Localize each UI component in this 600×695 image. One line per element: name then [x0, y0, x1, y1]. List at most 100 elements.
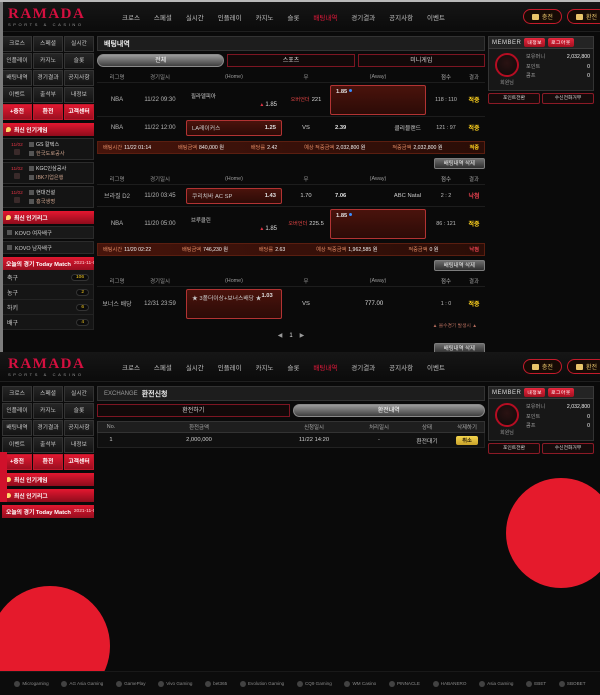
charge-button[interactable]: 충전: [522, 359, 562, 374]
sidebar-menu-item[interactable]: 크로스: [2, 36, 32, 52]
sidebar-menu-item[interactable]: 스페셜: [33, 386, 63, 402]
sidebar-menu-item[interactable]: 슬롯: [64, 53, 94, 69]
sidebar-menu-item[interactable]: 카지노: [33, 53, 63, 69]
nav-item[interactable]: 경기결과: [351, 364, 376, 372]
sidebar-menu-item[interactable]: 공지사항: [64, 70, 94, 86]
popular-game-item[interactable]: 11/02 GS 칼텍스 한국도로공사: [2, 138, 94, 160]
next-page-button[interactable]: ▶: [299, 333, 305, 339]
away-option[interactable]: 2.39 클리블랜드: [330, 120, 426, 136]
sidebar-menu-item[interactable]: 카지노: [33, 403, 63, 419]
sidebar-menu-item[interactable]: 출석부: [33, 437, 63, 453]
score: 2 : 2: [440, 192, 452, 199]
sidebar-menu-item[interactable]: 내정보: [64, 437, 94, 453]
home-option[interactable]: 브루클린 ▲1.85: [183, 216, 285, 232]
selected-bet-option[interactable]: 쿠리치바 AC SP 1.43: [186, 187, 282, 204]
sidebar-menu-item[interactable]: 배팅내역: [2, 70, 32, 86]
popular-game-item[interactable]: 11/02 KGC인삼공사 IBK기업은행: [2, 162, 94, 184]
popular-league-item[interactable]: KOVO 여자배구: [2, 226, 94, 239]
nav-item[interactable]: 배팅내역: [313, 364, 338, 372]
sidebar-menu-item[interactable]: 스페셜: [33, 36, 63, 52]
away-option[interactable]: 7.06 ABC Natal: [330, 188, 426, 204]
member-panel: MEMBER 내정보 로그아웃 회원님 보유머니 2,032,800 포인트: [488, 386, 594, 454]
nav-item[interactable]: 경기결과: [351, 14, 376, 22]
sidebar-quick-item[interactable]: 환전: [33, 454, 63, 470]
logout-button[interactable]: 로그아웃: [548, 38, 574, 47]
selected-bet-option[interactable]: LA레이커스 1.25: [186, 119, 282, 136]
sidebar-menu-item[interactable]: 배팅내역: [2, 420, 32, 436]
sidebar-menu-item[interactable]: 경기결과: [33, 70, 63, 86]
charge-button[interactable]: 충전: [522, 9, 562, 24]
today-sport-row[interactable]: 축구 106: [2, 270, 94, 285]
tab-minigame[interactable]: 미니게임: [357, 54, 485, 67]
cancel-exchange-button[interactable]: 취소: [456, 435, 478, 445]
nav-item[interactable]: 슬롯: [287, 14, 300, 22]
tab-exchange-history[interactable]: 환전내역: [292, 404, 485, 417]
sidebar-menu-item[interactable]: 인플레이: [2, 403, 32, 419]
sidebar-menu-item[interactable]: 이벤트: [2, 87, 32, 103]
nav-item[interactable]: 인플레이: [217, 14, 242, 22]
bet-row: NBA 11/22 12:00 LA레이커스 1.25 VS 2.39 클리블랜…: [97, 116, 485, 138]
exchange-title-en: EXCHANGE: [104, 390, 138, 397]
selected-bet-option[interactable]: 1.85: [330, 208, 426, 239]
sidebar-menu-item[interactable]: 실시간: [64, 36, 94, 52]
my-info-button[interactable]: 내정보: [524, 38, 546, 47]
exchange-button[interactable]: 환전: [566, 359, 600, 374]
home-option[interactable]: 필라델피아 ▲1.85: [183, 92, 285, 108]
nav-item[interactable]: 공지사항: [389, 364, 414, 372]
nav-item[interactable]: 카지노: [255, 14, 274, 22]
nav-item[interactable]: 슬롯: [287, 364, 300, 372]
nav-item[interactable]: 실시간: [185, 364, 204, 372]
point-convert-button[interactable]: 포인트전환: [488, 93, 540, 104]
today-sport-row[interactable]: 하키 6: [2, 300, 94, 315]
nav-item[interactable]: 실시간: [185, 14, 204, 22]
delete-betting-history-button[interactable]: 배팅내역 삭제: [433, 158, 485, 169]
exchange-button[interactable]: 환전: [566, 9, 600, 24]
sidebar-quick-item[interactable]: 고객센터: [64, 454, 94, 470]
nav-item[interactable]: 스페셜: [153, 364, 172, 372]
sidebar-menu-item[interactable]: 출석부: [33, 87, 63, 103]
bet-league: 브라질 D2: [104, 194, 130, 200]
sidebar-menu-item[interactable]: 경기결과: [33, 420, 63, 436]
sidebar-menu-item[interactable]: 크로스: [2, 386, 32, 402]
sidebar-menu-item[interactable]: 실시간: [64, 386, 94, 402]
my-info-button[interactable]: 내정보: [524, 388, 546, 397]
brand-logo[interactable]: RAMADA SPORTS & CASINO: [8, 6, 116, 27]
sidebar-quick-item[interactable]: 환전: [33, 104, 63, 120]
logout-button[interactable]: 로그아웃: [548, 388, 574, 397]
nav-item[interactable]: 이벤트: [427, 14, 445, 22]
sidebar-menu-item[interactable]: 인플레이: [2, 53, 32, 69]
selected-bet-option[interactable]: ★ 3폴더이상+보너스배당 ★ 1.03: [186, 288, 282, 319]
sidebar-quick-item[interactable]: +충전: [2, 104, 32, 120]
nav-item[interactable]: 스페셜: [153, 14, 172, 22]
member-title: MEMBER: [492, 389, 522, 396]
nav-item[interactable]: 이벤트: [427, 364, 445, 372]
popular-league-item[interactable]: KOVO 남자배구: [2, 241, 94, 254]
prev-page-button[interactable]: ◀: [277, 333, 283, 339]
sidebar-menu-item[interactable]: 내정보: [64, 87, 94, 103]
away-option[interactable]: 777.00: [327, 301, 429, 307]
nav-item[interactable]: 크로스: [122, 364, 140, 372]
popular-game-item[interactable]: 11/02 현대건설 흥국생명: [2, 186, 94, 208]
call-block-button[interactable]: 수신전화거부: [542, 93, 594, 104]
sidebar-menu-item[interactable]: 공지사항: [64, 420, 94, 436]
tab-sports[interactable]: 스포츠: [227, 54, 355, 67]
tab-exchange-request[interactable]: 환전하기: [97, 404, 290, 417]
today-sport-row[interactable]: 배구 4: [2, 315, 94, 330]
nav-item[interactable]: 배팅내역: [313, 14, 338, 22]
nav-item[interactable]: 크로스: [122, 14, 140, 22]
delete-betting-history-button[interactable]: 배팅내역 삭제: [433, 260, 485, 271]
call-block-button[interactable]: 수신전화거부: [542, 443, 594, 454]
sidebar-quick-item[interactable]: 고객센터: [64, 104, 94, 120]
sidebar-quick-item[interactable]: +충전: [2, 454, 32, 470]
nav-item[interactable]: 인플레이: [217, 364, 242, 372]
sidebar-menu-item[interactable]: 이벤트: [2, 437, 32, 453]
nav-item[interactable]: 공지사항: [389, 14, 414, 22]
today-sport-row[interactable]: 농구 2: [2, 285, 94, 300]
popular-games-title: 최신 인기게임: [14, 128, 48, 134]
tab-all[interactable]: 전체: [97, 54, 225, 67]
nav-item[interactable]: 카지노: [255, 364, 274, 372]
selected-bet-option[interactable]: 1.85: [330, 84, 426, 115]
sidebar-menu-item[interactable]: 슬롯: [64, 403, 94, 419]
point-convert-button[interactable]: 포인트전환: [488, 443, 540, 454]
brand-logo[interactable]: RAMADA SPORTS & CASINO: [8, 356, 116, 377]
